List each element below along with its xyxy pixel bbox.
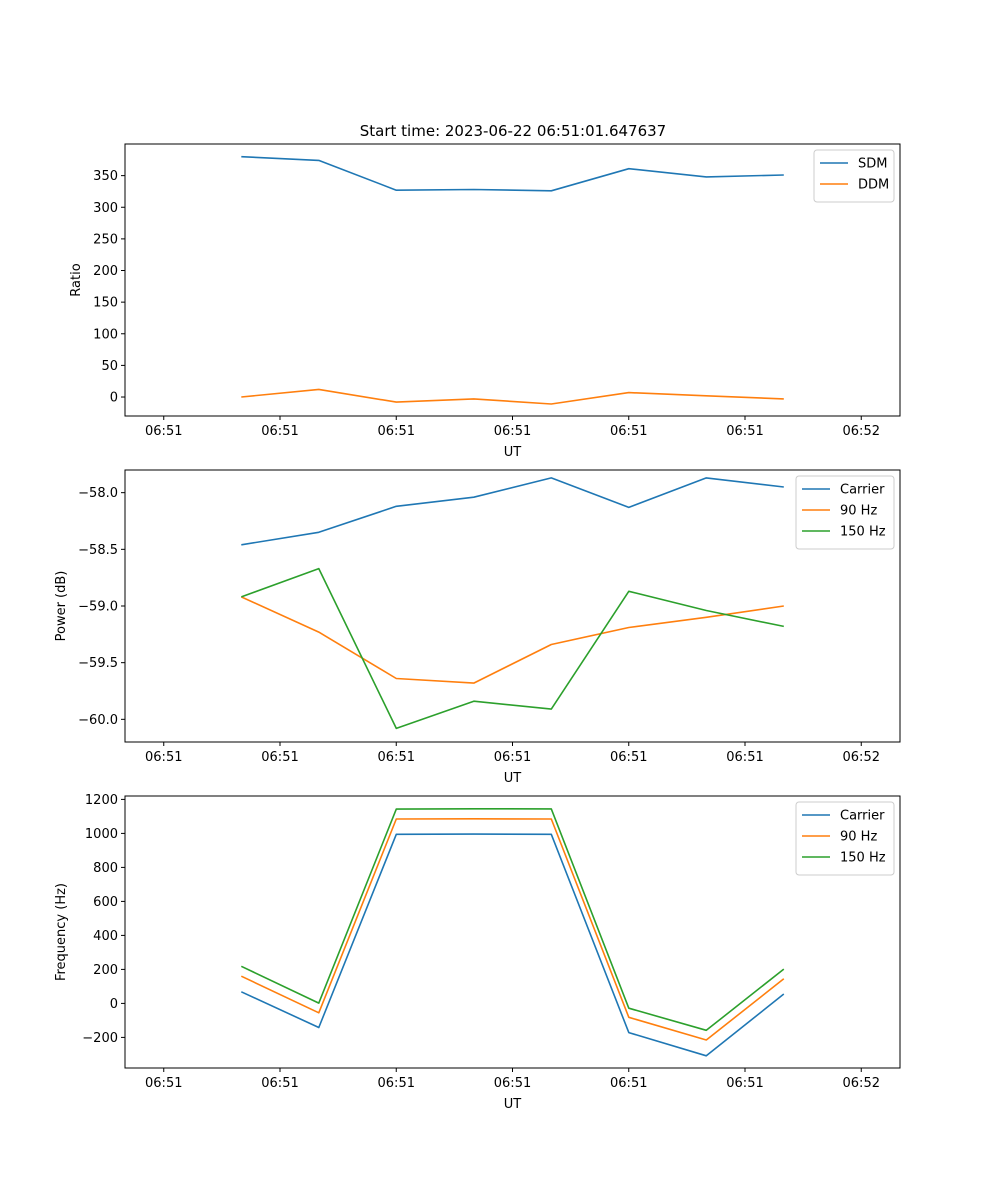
y-tick-label: 600 [93, 895, 118, 910]
x-tick-label: 06:51 [261, 424, 298, 439]
y-tick-label: 350 [93, 169, 118, 184]
panel-3: 06:51 06:51 06:51 06:51 06:51 06:51 06:52 −200 0… [54, 793, 901, 1112]
y-tick-label: −59.5 [78, 656, 118, 671]
x-axis-label: UT [504, 445, 522, 460]
x-tick-label: 06:51 [378, 750, 415, 765]
y-tick-label: 0 [110, 997, 118, 1012]
legend-label: 90 Hz [840, 504, 877, 519]
legend-label: Carrier [840, 483, 885, 498]
legend-label: Carrier [840, 809, 885, 824]
y-tick-label: 150 [93, 296, 118, 311]
x-tick-label: 06:52 [843, 1076, 880, 1091]
y-tick-label: −60.0 [78, 713, 118, 728]
x-tick-label: 06:51 [145, 424, 182, 439]
legend-label: SDM [858, 157, 887, 172]
series-line-carrier [240, 833, 785, 1057]
y-tick-label: 250 [93, 232, 118, 247]
x-tick-label: 06:52 [843, 424, 880, 439]
x-tick-label: 06:51 [494, 424, 531, 439]
x-tick-label: 06:51 [378, 424, 415, 439]
legend: SDM DDM [813, 149, 895, 203]
x-tick-label: 06:51 [261, 1076, 298, 1091]
series-line-ddm [241, 388, 784, 405]
y-tick-label: 200 [93, 264, 118, 279]
x-tick-label: 06:51 [726, 750, 763, 765]
x-tick-label: 06:52 [843, 750, 880, 765]
x-tick-label: 06:51 [726, 1076, 763, 1091]
legend-label: DDM [858, 178, 889, 193]
panel-2: 06:51 06:51 06:51 06:51 06:51 06:51 06:52 −60.0… [54, 469, 901, 786]
y-tick-label: 0 [110, 391, 118, 406]
series-line-150-hz [241, 567, 784, 730]
y-tick-label: −59.0 [78, 600, 118, 615]
y-tick-label: −58.0 [78, 486, 118, 501]
x-tick-label: 06:51 [145, 1076, 182, 1091]
y-axis-label: Ratio [69, 263, 84, 296]
legend: Carrier 90 Hz 150 Hz [795, 475, 895, 550]
legend: Carrier 90 Hz 150 Hz [795, 801, 895, 876]
y-tick-label: 200 [93, 963, 118, 978]
x-tick-label: 06:51 [494, 750, 531, 765]
y-tick-label: 100 [93, 327, 118, 342]
x-tick-label: 06:51 [494, 1076, 531, 1091]
x-tick-label: 06:51 [610, 424, 647, 439]
y-tick-label: 400 [93, 929, 118, 944]
panels: 06:51 06:51 06:51 06:51 06:51 06:51 06:52 0 50 10… [54, 143, 901, 1112]
y-tick-label: 1000 [85, 827, 118, 842]
x-tick-label: 06:51 [726, 424, 763, 439]
panel-1: 06:51 06:51 06:51 06:51 06:51 06:51 06:52 0 50 10… [69, 143, 901, 460]
y-tick-label: 50 [101, 359, 118, 374]
y-tick-label: 1200 [85, 793, 118, 808]
x-axis-label: UT [504, 771, 522, 786]
y-axis-label: Power (dB) [54, 571, 69, 642]
legend-label: 90 Hz [840, 830, 877, 845]
series-line-sdm [241, 155, 784, 192]
y-tick-label: 800 [93, 861, 118, 876]
series-line-90-hz [240, 817, 785, 1041]
series-line-150-hz [240, 807, 785, 1032]
legend-label: 150 Hz [840, 851, 886, 866]
legend-label: 150 Hz [840, 525, 886, 540]
y-tick-label: 300 [93, 201, 118, 216]
x-tick-label: 06:51 [378, 1076, 415, 1091]
x-tick-label: 06:51 [145, 750, 182, 765]
x-tick-label: 06:51 [610, 750, 647, 765]
y-axis-label: Frequency (Hz) [54, 883, 69, 981]
y-tick-label: −200 [82, 1031, 118, 1046]
chart-title: Start time: 2023-06-22 06:51:01.647637 [360, 122, 666, 140]
x-axis-label: UT [504, 1097, 522, 1112]
x-tick-label: 06:51 [261, 750, 298, 765]
y-tick-label: −58.5 [78, 543, 118, 558]
x-tick-label: 06:51 [610, 1076, 647, 1091]
series-line-90-hz [240, 596, 784, 684]
series-line-carrier [241, 477, 784, 546]
